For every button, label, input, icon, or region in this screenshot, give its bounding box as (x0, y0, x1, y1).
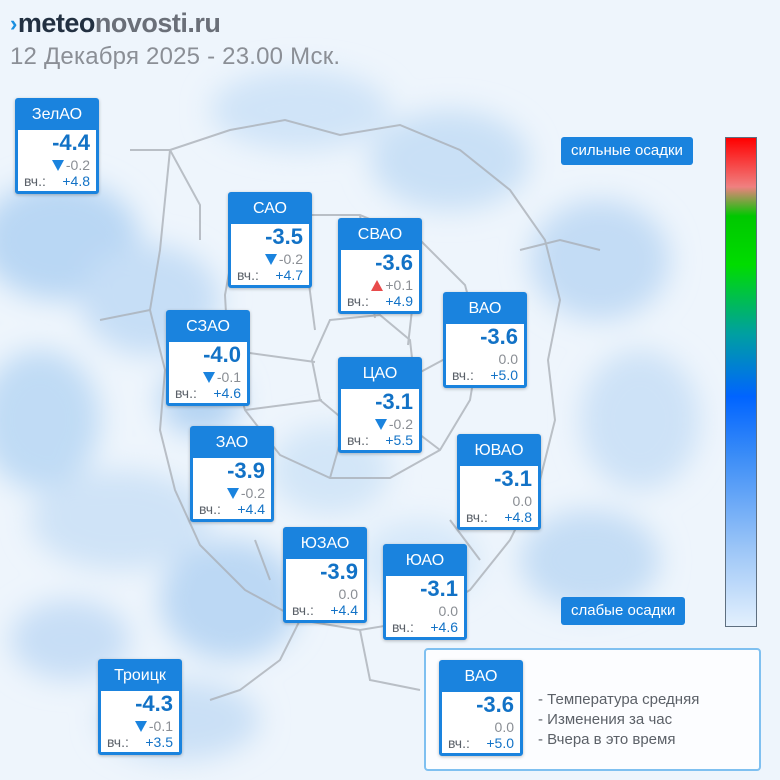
district-name: ЮАО (386, 547, 464, 576)
district-name: СВАО (341, 221, 419, 250)
district-yesterday: вч.: +4.4 (199, 501, 265, 517)
scale-label-weak: слабые осадки (561, 597, 686, 625)
district-name: Троицк (101, 662, 179, 691)
legend-explanations: - Температура средняя - Изменения за час… (538, 690, 699, 750)
trend-down-icon (202, 371, 215, 383)
district-hourly-change: 0.0 (438, 603, 458, 619)
district-name: ЗелАО (18, 101, 96, 130)
district-card: СЗАО -4.0 -0.1 вч.: +4.6 (166, 310, 250, 406)
legend-yesterday: вч.: +5.0 (448, 735, 514, 751)
district-hourly-change: -0.2 (264, 251, 303, 267)
district-name: ЗАО (193, 429, 271, 458)
district-yesterday: вч.: +4.4 (292, 602, 358, 618)
district-yesterday: вч.: +5.5 (347, 432, 413, 448)
precipitation-scale-bar (725, 137, 757, 627)
logo-chevron-icon: › (10, 10, 17, 36)
district-name: ЮВАО (460, 437, 538, 466)
trend-down-icon (264, 253, 277, 265)
district-temperature: -3.6 (375, 250, 413, 275)
district-yesterday: вч.: +4.8 (466, 509, 532, 525)
district-temperature: -4.4 (52, 130, 90, 155)
district-temperature: -4.3 (135, 691, 173, 716)
district-hourly-change: -0.2 (374, 416, 413, 432)
district-card: ЮАО -3.1 0.0 вч.: +4.6 (383, 544, 467, 640)
district-card: ЗАО -3.9 -0.2 вч.: +4.4 (190, 426, 274, 522)
district-temperature: -3.1 (494, 466, 532, 491)
district-name: ЮЗАО (286, 530, 364, 559)
district-card: ВАО -3.6 0.0 вч.: +5.0 (443, 292, 527, 388)
legend-line-hourly-change: - Изменения за час (538, 711, 673, 728)
legend-line-average-temp: - Температура средняя (538, 691, 700, 708)
legend-temperature: -3.6 (476, 692, 514, 717)
district-hourly-change: -0.1 (202, 369, 241, 385)
district-hourly-change: -0.2 (51, 157, 90, 173)
district-temperature: -3.1 (420, 576, 458, 601)
district-yesterday: вч.: +4.8 (24, 173, 90, 189)
header: › meteo novosti.ru 12 Декабря 2025 - 23.… (10, 8, 340, 71)
logo[interactable]: › meteo novosti.ru (10, 8, 340, 39)
logo-meteo-text: meteo (17, 8, 96, 38)
district-card: ЮВАО -3.1 0.0 вч.: +4.8 (457, 434, 541, 530)
district-temperature: -3.6 (480, 324, 518, 349)
district-yesterday: вч.: +5.0 (452, 367, 518, 383)
district-yesterday: вч.: +4.7 (237, 267, 303, 283)
district-name: СЗАО (169, 313, 247, 342)
trend-up-icon (371, 279, 384, 291)
trend-down-icon (51, 159, 64, 171)
district-card: СВАО -3.6 +0.1 вч.: +4.9 (338, 218, 422, 314)
district-hourly-change: 0.0 (512, 493, 532, 509)
district-yesterday: вч.: +4.6 (175, 385, 241, 401)
district-card: САО -3.5 -0.2 вч.: +4.7 (228, 192, 312, 288)
date-time: 12 Декабря 2025 - 23.00 Мск. (10, 43, 341, 70)
district-temperature: -3.1 (375, 389, 413, 414)
trend-down-icon (226, 487, 239, 499)
district-card: ЦАО -3.1 -0.2 вч.: +5.5 (338, 357, 422, 453)
district-yesterday: вч.: +4.6 (392, 619, 458, 635)
district-yesterday: вч.: +4.9 (347, 293, 413, 309)
legend-district-name: ВАО (442, 663, 520, 692)
legend: ВАО -3.6 0.0 вч.: +5.0 - Температура сре… (424, 648, 761, 771)
district-hourly-change: 0.0 (338, 586, 358, 602)
trend-down-icon (134, 720, 147, 732)
district-hourly-change: -0.1 (134, 718, 173, 734)
district-temperature: -3.5 (265, 224, 303, 249)
legend-hourly-change: 0.0 (494, 719, 514, 735)
district-temperature: -4.0 (203, 342, 241, 367)
district-name: САО (231, 195, 309, 224)
trend-down-icon (374, 418, 387, 430)
district-card: ЮЗАО -3.9 0.0 вч.: +4.4 (283, 527, 367, 623)
district-yesterday: вч.: +3.5 (107, 734, 173, 750)
scale-label-strong: сильные осадки (561, 137, 693, 165)
district-temperature: -3.9 (320, 559, 358, 584)
logo-domain-text: novosti.ru (94, 8, 221, 38)
district-hourly-change: -0.2 (226, 485, 265, 501)
district-temperature: -3.9 (227, 458, 265, 483)
district-hourly-change: 0.0 (498, 351, 518, 367)
district-hourly-change: +0.1 (371, 277, 413, 293)
district-card: Троицк -4.3 -0.1 вч.: +3.5 (98, 659, 182, 755)
district-name: ВАО (446, 295, 524, 324)
district-card: ЗелАО -4.4 -0.2 вч.: +4.8 (15, 98, 99, 194)
district-name: ЦАО (341, 360, 419, 389)
legend-sample-card: ВАО -3.6 0.0 вч.: +5.0 (439, 660, 523, 756)
legend-line-yesterday: - Вчера в это время (538, 731, 676, 748)
